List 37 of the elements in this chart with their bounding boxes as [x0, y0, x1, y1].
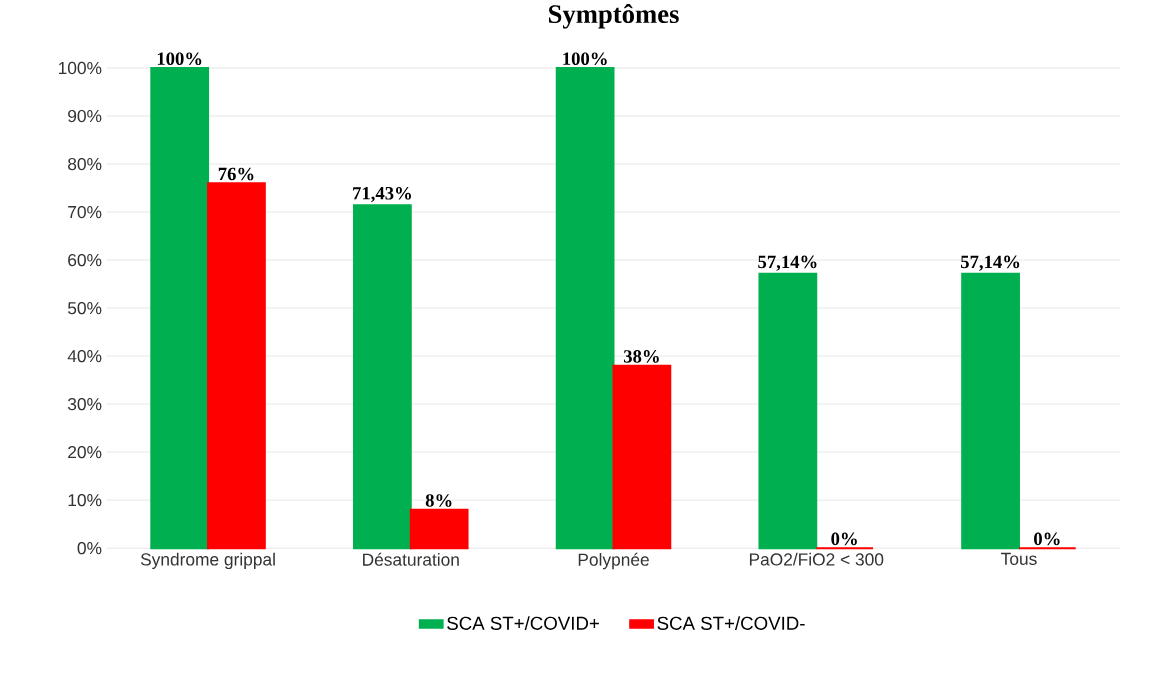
bar: [758, 272, 818, 550]
x-tick-label: Syndrome grippal: [140, 552, 275, 570]
data-label: 8%: [425, 494, 452, 507]
legend-label: SCA ST+/COVID+: [447, 616, 599, 630]
y-tick-label: 60%: [68, 253, 102, 267]
data-label: 57,14%: [758, 255, 817, 271]
y-tick-label: 50%: [67, 302, 102, 315]
data-label: 100%: [157, 52, 202, 66]
y-tick-label: 20%: [68, 446, 102, 459]
y-tick-label: 10%: [68, 494, 102, 507]
data-label: 0%: [831, 532, 857, 546]
y-tick-label: 40%: [67, 350, 102, 363]
chart-title: Symptômes: [548, 4, 679, 29]
x-tick-label: PaO2/FiO2 < 300: [749, 552, 884, 566]
data-label: 100%: [563, 52, 607, 66]
legend-label: SCA ST+/COVID-: [657, 616, 805, 630]
y-tick-label: 100%: [58, 61, 102, 75]
data-label: 0%: [1034, 532, 1060, 546]
y-tick-label: 80%: [68, 157, 102, 171]
bar: [612, 364, 672, 550]
y-tick-label: 90%: [68, 109, 102, 123]
bar: [961, 272, 1020, 550]
data-label: 71,43%: [353, 187, 411, 203]
x-tick-label: Désaturation: [363, 552, 459, 566]
y-tick-label: 70%: [68, 205, 102, 219]
y-tick-label: 0%: [77, 542, 102, 555]
bar: [353, 204, 412, 550]
bar: [207, 182, 266, 550]
data-label: 57,14%: [960, 255, 1020, 271]
data-label: 76%: [218, 167, 254, 181]
y-tick-label: 30%: [67, 398, 102, 411]
bar: [555, 67, 615, 550]
x-tick-label: Polypnée: [578, 552, 649, 570]
x-tick-label: Tous: [1001, 552, 1037, 566]
data-label: 38%: [623, 350, 659, 363]
bar: [150, 67, 210, 550]
bar: [409, 508, 469, 550]
